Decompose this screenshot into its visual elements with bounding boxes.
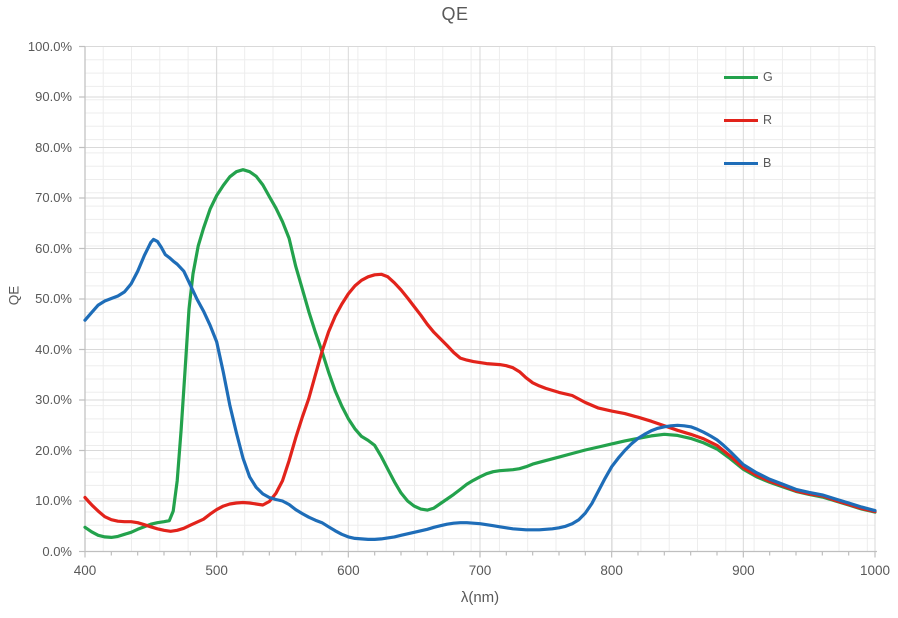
legend-line-red-icon (724, 119, 758, 122)
x-tick-label: 700 (468, 563, 492, 578)
x-tick-label: 1000 (859, 563, 891, 578)
x-tick-label: 600 (337, 563, 360, 578)
legend: G R B (724, 70, 773, 171)
x-tick-label: 900 (732, 563, 755, 578)
y-tick-label: 90.0% (35, 89, 72, 104)
chart-title: QE (441, 4, 469, 24)
y-tick-label: 100.0% (27, 38, 72, 54)
legend-line-green-icon (724, 76, 758, 79)
legend-line-blue-icon (724, 162, 758, 165)
legend-label-b: B (763, 156, 772, 170)
y-tick-label: 10.0% (35, 493, 72, 508)
y-tick-label: 80.0% (35, 139, 72, 155)
legend-item-b[interactable]: B (724, 156, 773, 171)
y-tick-label: 50.0% (35, 291, 72, 306)
series-curve-b[interactable] (83, 237, 877, 542)
legend-item-g[interactable]: G (724, 70, 773, 85)
legend-label-r: R (763, 113, 773, 127)
y-tick-label: 70.0% (35, 190, 72, 205)
y-tick-label: 30.0% (35, 392, 72, 407)
x-tick-label: 400 (73, 563, 97, 578)
x-tick-label: 500 (205, 563, 228, 578)
y-tick-label: 0.0% (42, 543, 72, 559)
y-tick-label: 40.0% (35, 341, 72, 357)
legend-label-g: G (763, 70, 773, 84)
y-tick-label: 60.0% (35, 240, 72, 256)
y-tick-label: 20.0% (35, 442, 72, 458)
x-tick-label: 800 (600, 563, 623, 578)
x-axis-title: λ(nm) (460, 589, 500, 606)
series-curve-g[interactable] (83, 168, 877, 540)
legend-item-r[interactable]: R (724, 113, 773, 128)
